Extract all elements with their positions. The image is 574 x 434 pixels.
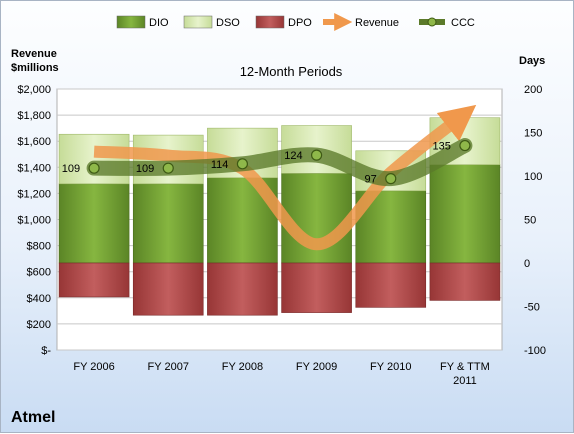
right-tick-label: -100 — [524, 345, 546, 357]
bar-dso — [58, 133, 130, 185]
legend: DIO DSO DPO Revenue CCC — [116, 13, 475, 31]
left-tick-label: $2,000 — [17, 84, 51, 96]
bar-dpo — [281, 262, 352, 313]
left-tick-label: $1,800 — [17, 110, 51, 122]
chart-title: 12-Month Periods — [240, 64, 343, 79]
right-tick-label: 100 — [524, 171, 542, 183]
revenue-line — [93, 104, 477, 251]
bar-dpo — [429, 262, 501, 301]
ccc-data-label: 109 — [136, 163, 154, 175]
right-tick-label: -50 — [524, 302, 540, 314]
bar-dpo — [58, 262, 130, 298]
company-name: Atmel — [11, 409, 55, 426]
legend-label: Revenue — [355, 17, 399, 29]
legend-label: DSO — [216, 17, 240, 29]
bar-dio — [132, 183, 204, 264]
ccc-data-label: 109 — [62, 163, 80, 175]
left-axis-label-line2: $millions — [11, 62, 59, 74]
ccc-data-label: 114 — [211, 159, 229, 171]
ccc-point — [236, 158, 249, 170]
bar-dio — [429, 164, 501, 264]
left-tick-label: $400 — [27, 293, 51, 305]
category-label: FY & TTM — [440, 361, 490, 373]
legend-label: DIO — [149, 17, 169, 29]
gridlines — [57, 88, 502, 351]
right-tick-label: 0 — [524, 258, 530, 270]
ccc-point — [162, 162, 174, 174]
ccc-data-label: 135 — [433, 141, 451, 153]
left-tick-label: $200 — [27, 319, 51, 331]
legend-marker-ccc — [427, 17, 437, 27]
category-label: FY 2006 — [73, 361, 114, 373]
left-tick-label: $1,200 — [17, 188, 51, 200]
line-series — [86, 104, 477, 251]
bar-dio — [58, 183, 130, 264]
bar-dpo — [132, 262, 204, 316]
bar-dpo — [355, 262, 427, 308]
ccc-point — [310, 149, 323, 161]
left-tick-label: $1,000 — [17, 215, 51, 227]
category-label: FY 2009 — [296, 361, 337, 373]
right-tick-label: 150 — [524, 128, 542, 140]
left-tick-label: $- — [41, 345, 51, 357]
right-axis-label: Days — [519, 55, 545, 67]
legend-swatch-dio — [116, 15, 146, 29]
legend-swatch-dpo — [255, 15, 285, 29]
right-tick-label: 50 — [524, 215, 536, 227]
left-tick-label: $600 — [27, 267, 51, 279]
ccc-point — [385, 173, 397, 185]
ccc-data-labels: 109 109 114 124 97 135 — [62, 141, 451, 186]
legend-label: CCC — [451, 17, 475, 29]
legend-label: DPO — [288, 17, 312, 29]
category-label: 2011 — [453, 375, 477, 387]
ccc-data-label: 97 — [365, 174, 377, 186]
ccc-point — [459, 139, 471, 152]
right-tick-label: 200 — [524, 84, 542, 96]
category-label: FY 2010 — [370, 361, 411, 373]
left-tick-label: $1,400 — [17, 162, 51, 174]
bar-dpo — [207, 262, 278, 316]
left-tick-label: $1,600 — [17, 136, 51, 148]
ccc-point — [88, 162, 100, 174]
category-label: FY 2007 — [148, 361, 189, 373]
left-axis-label-line1: Revenue — [11, 48, 57, 60]
ccc-data-label: 124 — [284, 150, 302, 162]
left-tick-label: $800 — [27, 241, 51, 253]
category-label: FY 2008 — [222, 361, 263, 373]
legend-swatch-dso — [183, 15, 213, 29]
axes: $- $200 $400 $600 $800 $1,000 $1,200 $1,400 $1,6… — [17, 84, 546, 387]
